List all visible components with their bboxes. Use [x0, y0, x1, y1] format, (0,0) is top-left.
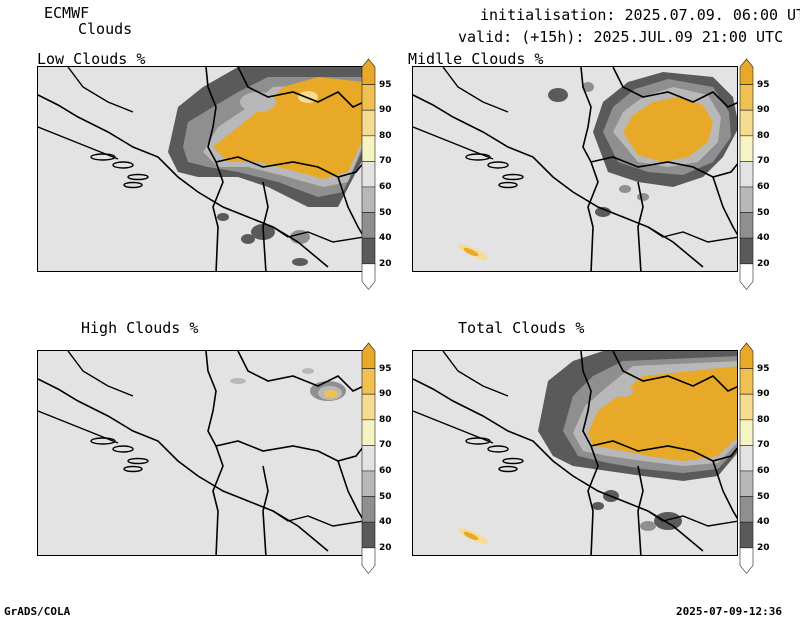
colorbar-label: 20 — [379, 258, 392, 269]
colorbar-high: 95 90 80 70 60 50 40 20 — [361, 342, 402, 575]
colorbar-swatch — [739, 135, 754, 162]
footer-timestamp: 2025-07-09-12:36 — [676, 605, 782, 618]
colorbar-label: 50 — [757, 207, 770, 218]
colorbar-label: 60 — [379, 182, 392, 192]
low-clouds-map — [38, 67, 362, 271]
colorbar-label: 70 — [757, 440, 770, 451]
panel-title-total: Total Clouds % — [458, 319, 585, 337]
colorbar-graphic — [739, 342, 754, 574]
colorbar-swatch — [361, 109, 376, 137]
colorbar-swatch — [739, 496, 754, 523]
colorbar-label: 70 — [379, 440, 392, 451]
model-name: ECMWF — [44, 4, 90, 22]
colorbar-swatch — [739, 521, 754, 549]
colorbar-swatch — [361, 342, 376, 369]
colorbar-swatch — [739, 342, 754, 369]
colorbar-swatch — [739, 58, 754, 85]
colorbar-label: 70 — [379, 156, 392, 167]
colorbar-swatch — [361, 368, 376, 395]
colorbar-swatch — [739, 84, 754, 111]
colorbar-label: 40 — [379, 233, 392, 244]
colorbar-swatch — [739, 547, 754, 574]
colorbar-label: 40 — [379, 517, 392, 528]
colorbar-label: 80 — [757, 414, 770, 425]
footer-software: GrADS/COLA — [4, 605, 71, 618]
map-panel-low — [37, 66, 363, 272]
valid-time: valid: (+15h): 2025.JUL.09 21:00 UTC — [458, 28, 784, 46]
colorbar-low: 95 90 80 70 60 50 40 20 — [361, 58, 402, 291]
colorbar-swatch — [361, 263, 376, 290]
colorbar-label: 50 — [757, 491, 770, 502]
colorbar-swatch — [739, 368, 754, 395]
colorbar-label: 60 — [757, 182, 770, 192]
map-panel-middle — [412, 66, 738, 272]
colorbar-swatch — [361, 445, 376, 472]
colorbar-swatch — [361, 58, 376, 85]
colorbar-swatch — [739, 470, 754, 497]
colorbar-swatch — [739, 393, 754, 421]
colorbar-graphic — [739, 58, 754, 290]
colorbar-swatch — [739, 419, 754, 446]
colorbar-swatch — [739, 161, 754, 188]
initialisation-time: initialisation: 2025.07.09. 06:00 UTC — [480, 6, 800, 24]
colorbar-swatch — [739, 263, 754, 290]
colorbar-swatch — [361, 84, 376, 111]
colorbar-graphic — [361, 58, 376, 290]
colorbar-swatch — [739, 186, 754, 213]
colorbar-label: 20 — [757, 542, 770, 553]
colorbar-label: 95 — [379, 363, 392, 374]
total-clouds-map — [413, 351, 737, 555]
colorbar-label: 50 — [379, 207, 392, 218]
colorbar-label: 60 — [379, 466, 392, 476]
colorbar-swatch — [361, 161, 376, 188]
colorbar-swatch — [361, 419, 376, 446]
colorbar-label: 95 — [379, 79, 392, 90]
colorbar-swatch — [361, 547, 376, 574]
colorbar-swatch — [361, 237, 376, 265]
colorbar-label: 40 — [757, 233, 770, 244]
colorbar-label: 80 — [379, 130, 392, 141]
colorbar-swatch — [361, 212, 376, 239]
map-panel-high — [37, 350, 363, 556]
colorbar-label: 90 — [379, 389, 392, 400]
product-name: Clouds — [78, 20, 133, 38]
panel-title-low: Low Clouds % — [37, 50, 146, 68]
colorbar-total: 95 90 80 70 60 50 40 20 — [739, 342, 780, 575]
map-panel-total — [412, 350, 738, 556]
colorbar-label: 95 — [757, 363, 770, 374]
colorbar-label: 80 — [757, 130, 770, 141]
colorbar-swatch — [361, 496, 376, 523]
colorbar-swatch — [739, 445, 754, 472]
colorbar-swatch — [361, 393, 376, 421]
middle-clouds-map — [413, 67, 737, 271]
colorbar-label: 50 — [379, 491, 392, 502]
colorbar-swatch — [739, 212, 754, 239]
colorbar-swatch — [361, 470, 376, 497]
colorbar-swatch — [739, 109, 754, 137]
colorbar-swatch — [739, 237, 754, 265]
colorbar-graphic — [361, 342, 376, 574]
colorbar-label: 20 — [379, 542, 392, 553]
high-clouds-map — [38, 351, 362, 555]
colorbar-label: 90 — [379, 105, 392, 116]
colorbar-label: 80 — [379, 414, 392, 425]
colorbar-swatch — [361, 135, 376, 162]
colorbar-swatch — [361, 186, 376, 213]
colorbar-label: 60 — [757, 466, 770, 476]
colorbar-label: 95 — [757, 79, 770, 90]
colorbar-label: 70 — [757, 156, 770, 167]
panel-title-middle: Midlle Clouds % — [408, 50, 544, 68]
colorbar-label: 90 — [757, 105, 770, 116]
colorbar-label: 90 — [757, 389, 770, 400]
colorbar-label: 40 — [757, 517, 770, 528]
colorbar-middle: 95 90 80 70 60 50 40 20 — [739, 58, 780, 291]
colorbar-swatch — [361, 521, 376, 549]
panel-title-high: High Clouds % — [81, 319, 199, 337]
colorbar-label: 20 — [757, 258, 770, 269]
